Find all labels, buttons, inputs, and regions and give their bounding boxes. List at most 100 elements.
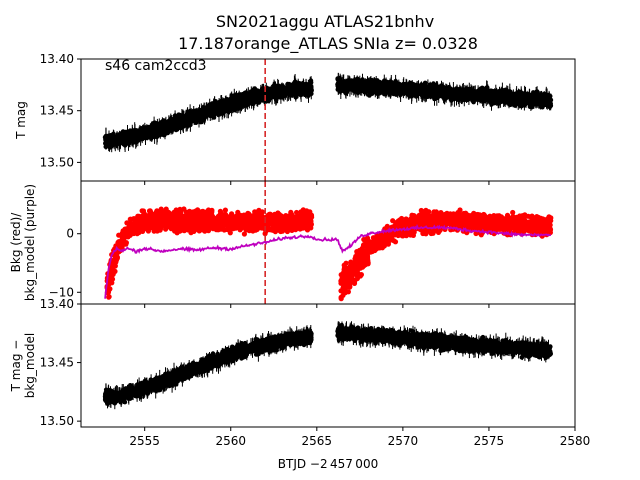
data-point [365,83,371,88]
data-point [482,94,488,99]
data-point [243,92,249,97]
data-point [520,91,526,97]
data-point [168,118,174,124]
data-point [530,99,536,104]
data-point [219,105,224,111]
data-point [389,87,395,93]
data-point [484,85,489,91]
data-point [362,79,368,84]
y-axis-label: T mag [14,101,28,140]
data-point [361,86,367,91]
series-red-middle [104,206,554,302]
data-point [200,109,206,115]
data-point [164,121,169,127]
data-point [152,131,157,136]
data-point [266,90,272,95]
data-point [416,83,421,89]
series-black-top [102,72,554,153]
data-point [278,93,284,99]
data-point [103,137,109,143]
data-point [124,135,130,140]
data-point [453,89,458,94]
data-point [271,86,276,91]
data-point [122,138,127,144]
data-point [116,134,121,140]
data-point [452,93,458,99]
data-point [172,122,177,128]
data-point [158,132,163,138]
data-point [197,109,202,114]
data-point [266,96,272,101]
data-point [158,128,163,134]
data-point [166,129,172,134]
data-point [230,103,236,109]
data-point [468,95,473,101]
data-point [471,99,476,105]
data-point [463,91,469,97]
data-point [259,86,265,92]
data-point [294,89,299,94]
data-point [405,90,411,95]
data-point [348,83,353,88]
data-point [423,83,428,88]
data-point [375,85,381,90]
data-point [519,95,524,101]
data-point [162,129,168,135]
data-point [215,104,220,109]
data-point [230,98,236,103]
sector-camera-annotation: s46 cam2ccd3 [105,58,207,74]
data-point [367,93,372,98]
data-point [498,99,503,104]
data-point [293,95,299,100]
data-point [514,96,520,101]
data-point [389,80,394,86]
data-point [493,98,499,103]
data-point [357,80,362,85]
data-point [344,86,350,91]
data-point [542,94,547,99]
data-point [472,93,478,98]
data-point [427,82,433,88]
bkg-point [294,209,300,216]
data-point [538,94,543,99]
data-point [122,130,127,135]
data-point [107,145,113,150]
data-point [506,99,512,104]
data-point [300,90,306,96]
data-point [239,99,245,105]
data-point [402,84,408,89]
data-point [251,91,257,96]
data-point [299,84,305,90]
data-point [335,82,341,88]
plot-area-middle [104,206,554,302]
data-point [192,110,197,116]
data-point [516,89,522,94]
data-point [259,94,264,99]
data-point [224,101,230,106]
data-point [396,83,401,89]
data-point [210,108,215,113]
data-point [543,101,549,106]
data-point [448,90,454,96]
chart-title-line2: 17.187orange_ATLAS SNIa z= 0.0328 [178,34,478,54]
data-point [283,90,289,95]
data-point [369,86,375,92]
data-point [139,134,144,140]
plot-area-top [102,72,554,153]
data-point [356,84,362,90]
data-point [185,120,190,126]
data-point [133,132,138,137]
data-point [189,117,194,123]
data-point [524,93,530,99]
data-point [309,88,314,93]
data-point [296,82,301,88]
data-point [439,93,445,99]
data-point [341,83,346,88]
data-point [534,97,540,102]
data-point [509,95,514,101]
data-point [476,87,482,93]
data-point [413,89,419,95]
data-point [179,118,184,123]
data-point [147,135,152,140]
